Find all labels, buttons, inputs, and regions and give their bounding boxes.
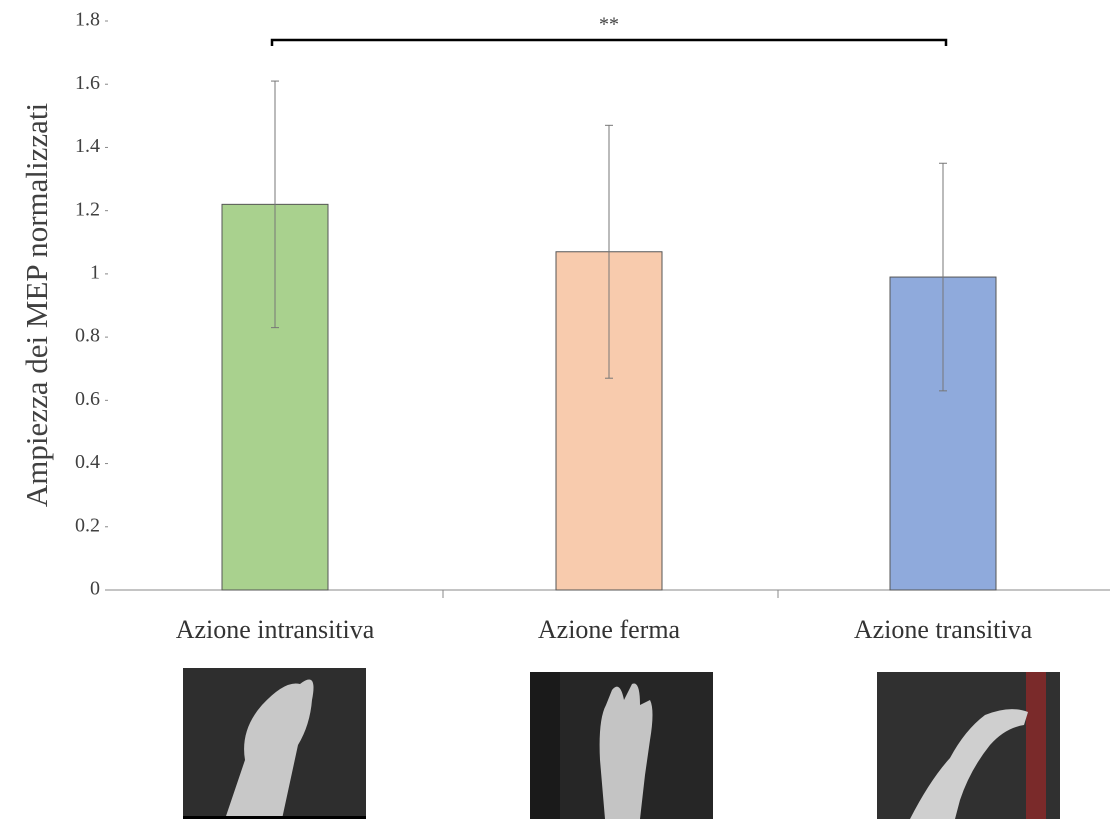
significance-bracket — [272, 40, 946, 46]
y-axis-label: Ampiezza dei MEP normalizzati — [19, 102, 54, 507]
page: Ampiezza dei MEP normalizzati 0 0.2 0.4 0.6… — [0, 0, 1112, 819]
x-tick-label: Azione ferma — [538, 615, 681, 644]
x-tick-label: Azione intransitiva — [176, 615, 375, 644]
y-tick-label: 1.4 — [75, 135, 100, 157]
y-tick-label: 0.6 — [75, 388, 100, 410]
y-tick-label: 0.4 — [75, 451, 100, 473]
y-tick-label: 1.8 — [75, 9, 100, 31]
y-tick-label: 1 — [90, 261, 100, 283]
photo — [530, 672, 713, 819]
y-tick-label: 0.2 — [75, 514, 100, 536]
y-tick-label: 0.8 — [75, 325, 100, 347]
chart: Ampiezza dei MEP normalizzati 0 0.2 0.4 0.6… — [0, 0, 1112, 819]
photo — [183, 668, 366, 819]
photo — [877, 672, 1060, 819]
y-tick-label: 1.2 — [75, 198, 100, 220]
y-tick-label: 0 — [90, 578, 100, 600]
y-tick-label: 1.6 — [75, 72, 100, 94]
significance-label: ** — [599, 14, 619, 36]
x-tick-label: Azione transitiva — [854, 615, 1033, 644]
